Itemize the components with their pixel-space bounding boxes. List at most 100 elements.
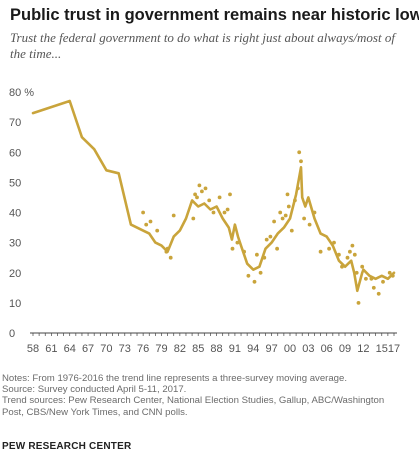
poll-point [376,291,381,296]
poll-point [332,240,336,245]
poll-point [165,246,170,251]
poll-point [381,279,385,284]
poll-point [387,270,392,275]
y-tick-label: 10 [9,298,21,310]
poll-point [193,192,198,197]
x-tick-label: 67 [82,343,94,355]
poll-point [369,276,374,281]
poll-point [211,210,216,215]
poll-point [345,255,350,260]
poll-point [286,204,291,209]
x-tick-label: 00 [284,343,296,355]
poll-point [246,273,251,278]
poll-point [327,246,331,251]
poll-point [235,240,240,245]
chart-notes: Notes: From 1976-2016 the trend line rep… [2,373,414,418]
x-tick-label: 17 [388,343,400,355]
x-tick-label: 58 [27,343,39,355]
x-tick-label: 15 [376,343,388,355]
poll-point [168,255,173,260]
poll-point [242,249,247,254]
poll-point [371,285,376,290]
trust-line-chart: 0 10 20 30 40 50 60 70 80 % 58 61 64 67 70 73 76 79 82 85… [9,87,400,355]
poll-point [278,210,283,215]
poll-point [148,219,153,224]
poll-point [296,186,300,191]
y-tick-label: 0 [9,328,15,340]
y-tick-label: 50 [9,177,21,189]
x-tick-label: 88 [210,343,222,355]
x-tick-label: 97 [266,343,278,355]
poll-point [252,279,257,284]
x-tick-label: 70 [100,343,112,355]
poll-point [164,249,169,254]
x-tick-label: 91 [229,343,241,355]
poll-point [390,273,395,278]
poll-point [207,198,212,203]
y-tick-label: 30 [9,238,21,250]
trend-line-series [31,99,396,293]
poll-point [348,249,352,254]
poll-point [203,186,208,191]
poll-point [217,195,222,200]
x-tick-label: 06 [321,343,333,355]
y-axis: 0 10 20 30 40 50 60 70 80 % [9,87,34,340]
poll-point [264,237,269,242]
poll-point [318,249,323,254]
poll-point [297,150,302,155]
poll-point [228,192,232,197]
poll-point [350,243,355,248]
x-tick-labels: 58 61 64 67 70 73 76 79 82 85 88 91 94 97 00 03 06 09 12 15… [27,343,400,355]
poll-point [200,189,204,194]
y-tick-label: 20 [9,268,21,280]
y-tick-label: 70 [9,117,21,129]
y-tick-label: 40 [9,208,21,220]
poll-point [191,216,196,221]
x-axis [30,332,397,336]
poll-point [230,246,235,251]
poll-point [262,255,267,260]
chart-subtitle: Trust the federal government to do what … [10,30,395,61]
note-line: Notes: From 1976-2016 the trend line rep… [2,373,348,384]
poll-points-series [141,150,395,305]
poll-point [171,213,176,218]
poll-point [155,228,160,233]
note-line: Post, CBS/New York Times, and CNN polls. [2,406,188,418]
x-tick-label: 12 [357,343,369,355]
poll-point [312,210,317,215]
poll-point [144,222,149,227]
x-tick-label: 61 [45,343,57,355]
x-tick-label: 73 [119,343,131,355]
poll-point [299,159,303,164]
poll-point [195,195,199,200]
note-line: Source: Survey conducted April 5-11, 201… [2,384,187,396]
poll-point [352,252,357,257]
poll-point [225,207,230,212]
poll-point [141,210,146,215]
poll-point [354,270,359,275]
note-line: Trend sources: Pew Research Center, Nati… [2,395,385,407]
poll-point [272,219,276,224]
poll-point [268,234,273,239]
x-tick-label: 94 [247,343,259,355]
poll-point [340,264,344,269]
x-tick-label: 76 [137,343,149,355]
y-tick-label: 80 % [9,87,34,99]
x-tick-label: 79 [155,343,167,355]
poll-point [356,301,361,305]
poll-point [283,213,288,218]
poll-point [360,264,365,269]
x-tick-label: 85 [192,343,204,355]
poll-point [280,216,285,221]
poll-point [364,276,368,281]
poll-point [258,270,263,275]
poll-point [307,222,312,227]
poll-point [285,192,290,197]
poll-point [289,228,294,233]
x-tick-label: 64 [64,343,76,355]
poll-point [302,216,306,221]
trend-line [31,99,396,293]
poll-point [255,252,259,257]
x-tick-label: 09 [339,343,351,355]
x-tick-label: 82 [174,343,186,355]
